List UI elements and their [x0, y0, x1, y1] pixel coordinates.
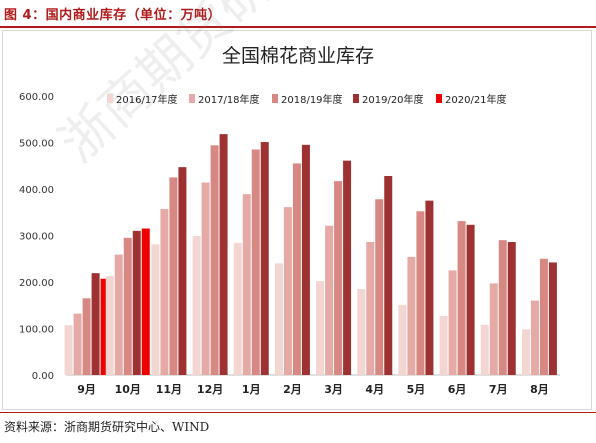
legend-label-2: 2017/18年度	[198, 93, 260, 106]
x-tick-label: 10月	[115, 383, 141, 396]
y-tick-label: 100.00	[19, 325, 54, 336]
x-tick-label: 4月	[365, 383, 384, 396]
y-tick-label: 0.00	[32, 371, 54, 382]
bar-4-2	[132, 230, 141, 375]
bar-1-3	[151, 244, 160, 375]
legend-swatch-3	[272, 94, 278, 103]
bar-3-6	[292, 163, 301, 375]
bar-2-2	[114, 254, 123, 375]
legend-swatch-4	[353, 94, 359, 103]
legend-label-5: 2020/21年度	[445, 93, 507, 106]
bar-5-1	[100, 278, 109, 375]
bar-2-1	[73, 313, 82, 375]
bar-2-10	[448, 270, 457, 375]
chart-title: 全国棉花商业库存	[222, 45, 374, 67]
x-tick-label: 12月	[197, 383, 223, 396]
x-tick-label: 1月	[242, 383, 261, 396]
bar-4-9	[425, 200, 434, 375]
bar-2-8	[366, 242, 375, 375]
bar-4-5	[260, 142, 269, 375]
bar-2-6	[283, 207, 292, 375]
legend-swatch-1	[107, 94, 113, 103]
bar-2-3	[160, 208, 169, 375]
bar-3-5	[251, 149, 260, 375]
bottom-divider	[0, 412, 596, 413]
bar-4-10	[466, 224, 475, 375]
bar-4-3	[178, 167, 187, 375]
bar-1-6	[274, 263, 283, 375]
bar-1-8	[357, 288, 366, 375]
bar-1-7	[316, 281, 325, 375]
bar-4-8	[384, 175, 393, 375]
bar-2-9	[407, 256, 416, 375]
x-tick-label: 11月	[156, 383, 182, 396]
x-tick-label: 5月	[407, 383, 426, 396]
x-tick-label: 6月	[448, 383, 467, 396]
legend-swatch-5	[436, 94, 442, 103]
bar-3-4	[210, 145, 219, 375]
y-tick-label: 200.00	[19, 278, 54, 289]
bar-3-9	[416, 211, 425, 375]
y-tick-label: 500.00	[19, 139, 54, 150]
bar-1-4	[192, 235, 201, 375]
bar-3-7	[334, 181, 343, 375]
source-note: 资料来源：浙商期货研究中心、WIND	[4, 420, 210, 434]
bar-3-11	[498, 240, 507, 375]
y-tick-label: 600.00	[19, 92, 54, 103]
bar-1-5	[233, 242, 242, 375]
legend-label-4: 2019/20年度	[362, 93, 424, 106]
bar-3-1	[82, 298, 91, 375]
figure-title: 图 4：国内商业库存（单位：万吨）	[4, 8, 222, 23]
bar-5-2	[141, 228, 150, 375]
x-tick-label: 2月	[283, 383, 302, 396]
bar-4-12	[548, 262, 557, 375]
bar-3-2	[123, 237, 132, 375]
bar-1-1	[64, 325, 73, 375]
y-tick-label: 400.00	[19, 185, 54, 196]
bar-1-10	[439, 315, 448, 375]
bar-4-6	[301, 144, 310, 375]
bar-chart: 全国棉花商业库存 0.00 100.00 200.00 300.00 400.00 500.…	[19, 45, 560, 396]
bar-3-8	[375, 199, 384, 375]
bar-1-9	[398, 304, 407, 375]
bar-2-7	[325, 225, 334, 375]
y-tick-label: 300.00	[19, 232, 54, 243]
bar-4-4	[219, 134, 228, 375]
bar-2-12	[530, 300, 539, 375]
bar-4-7	[343, 160, 352, 375]
x-tick-label: 7月	[489, 383, 508, 396]
legend-swatch-2	[189, 94, 195, 103]
bar-3-12	[539, 258, 548, 375]
x-tick-label: 8月	[530, 383, 549, 396]
top-divider	[0, 26, 596, 28]
bar-1-11	[480, 324, 489, 375]
bar-3-3	[169, 177, 178, 375]
legend-label-3: 2018/19年度	[281, 93, 343, 106]
bar-4-1	[91, 273, 100, 375]
bar-1-2	[105, 275, 114, 375]
bar-2-11	[489, 283, 498, 375]
bar-2-4	[201, 182, 210, 375]
x-tick-label: 9月	[77, 383, 96, 396]
bar-4-11	[507, 242, 516, 375]
bar-3-10	[457, 221, 466, 375]
bar-1-12	[521, 329, 530, 375]
bar-2-5	[242, 194, 251, 375]
x-tick-label: 3月	[324, 383, 343, 396]
legend-label-1: 2016/17年度	[116, 93, 178, 106]
